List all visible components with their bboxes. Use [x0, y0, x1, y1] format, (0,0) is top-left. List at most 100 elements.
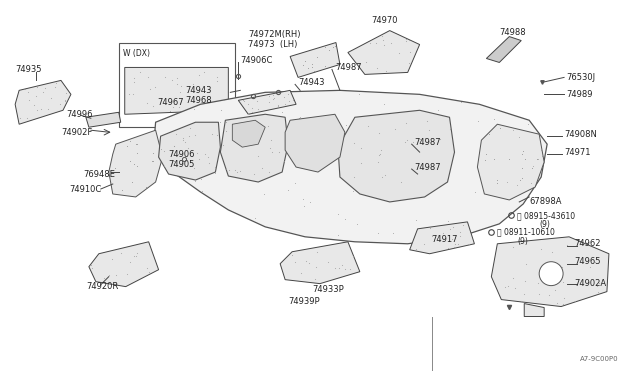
Point — [180, 172, 191, 178]
Point — [536, 147, 547, 153]
Point — [212, 74, 223, 80]
Point — [523, 122, 533, 128]
Point — [148, 150, 159, 156]
Point — [415, 136, 426, 142]
Point — [341, 122, 351, 128]
Point — [61, 90, 71, 96]
Text: W (DX): W (DX) — [123, 48, 150, 58]
Point — [277, 109, 287, 115]
Point — [449, 244, 460, 250]
Polygon shape — [348, 31, 420, 74]
Point — [45, 96, 56, 102]
Point — [195, 176, 205, 182]
Point — [442, 176, 452, 182]
Text: Ⓝ 08911-10610: Ⓝ 08911-10610 — [497, 227, 556, 236]
Point — [352, 221, 362, 227]
Point — [517, 175, 527, 181]
Point — [453, 241, 463, 247]
Point — [456, 99, 467, 105]
Point — [127, 179, 137, 185]
Text: 74962: 74962 — [574, 239, 600, 248]
Text: 74968: 74968 — [186, 96, 212, 105]
Text: 74935: 74935 — [15, 65, 42, 74]
Point — [480, 157, 490, 163]
Point — [218, 142, 228, 148]
Point — [199, 69, 209, 75]
Point — [445, 226, 455, 232]
Point — [438, 231, 448, 237]
Point — [298, 196, 308, 202]
Point — [257, 165, 267, 171]
Point — [333, 211, 343, 217]
Point — [420, 135, 430, 141]
Text: 74987: 74987 — [335, 63, 362, 72]
Polygon shape — [492, 237, 609, 307]
Point — [284, 98, 294, 104]
Point — [207, 131, 218, 137]
Point — [515, 298, 525, 304]
Point — [365, 40, 375, 46]
Text: 74906: 74906 — [168, 150, 195, 158]
Point — [463, 241, 474, 247]
Text: 67898A: 67898A — [529, 198, 562, 206]
Point — [492, 180, 502, 186]
Point — [378, 194, 388, 200]
Point — [168, 143, 179, 149]
Text: 74920R: 74920R — [86, 282, 118, 291]
Point — [492, 177, 502, 183]
Point — [231, 135, 241, 141]
Point — [404, 37, 414, 43]
Text: 74917: 74917 — [431, 235, 458, 244]
Point — [115, 250, 125, 256]
Text: Ⓜ 08915-43610: Ⓜ 08915-43610 — [517, 211, 575, 220]
Point — [372, 159, 383, 165]
Polygon shape — [125, 67, 228, 114]
Point — [550, 287, 560, 293]
Text: 76530J: 76530J — [566, 73, 595, 82]
Point — [372, 65, 382, 71]
Point — [267, 149, 277, 155]
Text: 74996: 74996 — [66, 110, 92, 119]
Point — [195, 156, 205, 162]
Point — [481, 151, 491, 157]
Point — [145, 86, 155, 92]
Polygon shape — [238, 90, 296, 114]
Point — [373, 230, 383, 235]
Point — [378, 101, 388, 107]
Point — [143, 74, 153, 80]
Point — [528, 163, 538, 169]
Point — [232, 169, 242, 175]
Text: 74987: 74987 — [415, 138, 441, 147]
Polygon shape — [486, 36, 521, 62]
Point — [247, 109, 257, 115]
Point — [294, 114, 305, 120]
Point — [184, 133, 195, 139]
Point — [22, 89, 33, 95]
Point — [132, 250, 143, 256]
Point — [401, 36, 412, 42]
Polygon shape — [15, 80, 71, 124]
Point — [148, 103, 159, 109]
Point — [273, 103, 283, 109]
Point — [381, 68, 392, 74]
Point — [129, 78, 139, 84]
Point — [511, 182, 522, 187]
Point — [283, 187, 293, 193]
Polygon shape — [119, 168, 134, 180]
Point — [167, 158, 177, 164]
Point — [558, 301, 568, 307]
Point — [150, 84, 161, 90]
Point — [279, 94, 289, 100]
Point — [183, 145, 193, 151]
Point — [28, 102, 38, 108]
Point — [361, 59, 371, 65]
Point — [268, 92, 278, 98]
Point — [204, 154, 214, 160]
Point — [188, 81, 198, 87]
Point — [86, 262, 96, 267]
Text: 76948E: 76948E — [83, 170, 115, 179]
Point — [515, 177, 525, 183]
Point — [129, 161, 139, 167]
Point — [202, 94, 212, 100]
Point — [131, 141, 141, 147]
